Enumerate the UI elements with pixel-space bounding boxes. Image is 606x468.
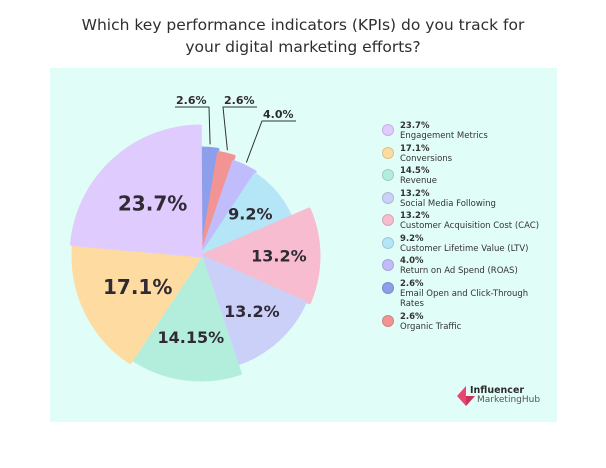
logo-text-influencer: Influencer — [470, 385, 525, 396]
legend-item: 17.1% Conversions — [380, 144, 550, 165]
pie-slice — [199, 254, 307, 366]
legend-percent: 13.2% — [400, 188, 430, 199]
legend-item: 4.0% Return on Ad Spend (ROAS) — [380, 256, 550, 277]
legend-percent: 4.0% — [400, 256, 424, 266]
legend-label: Email Open and Click-Through Rates — [400, 288, 529, 310]
legend-label: Social Media Following — [400, 198, 496, 209]
legend-swatch-icon — [382, 314, 394, 327]
slice-label: 14.15% — [157, 328, 224, 347]
chart-legend: 23.7% Engagement Metrics 17.1% Conversions 1… — [380, 121, 550, 334]
legend-percent: 13.2% — [400, 211, 430, 221]
pie-slice — [71, 244, 203, 365]
legend-label: Return on Ad Spend (ROAS) — [400, 266, 518, 276]
legend-swatch-icon — [382, 191, 394, 204]
legend-item: 23.7% Engagement Metrics — [380, 121, 550, 142]
legend-swatch-icon — [382, 281, 394, 294]
slice-label: 4.0% — [263, 108, 294, 121]
legend-swatch-icon — [382, 236, 394, 249]
slice-label: 23.7% — [118, 191, 187, 215]
chart-title: Which key performance indicators (KPIs) … — [0, 14, 606, 58]
leader-line — [175, 106, 211, 145]
slice-label: 13.2% — [251, 247, 307, 266]
legend-label: Revenue — [400, 176, 438, 186]
legend-label: Conversions — [400, 153, 453, 164]
logo-diamond-icon — [457, 386, 475, 406]
legend-percent: 2.6% — [400, 311, 424, 322]
legend-percent: 9.2% — [400, 233, 424, 244]
legend-percent: 23.7% — [400, 121, 430, 131]
legend-item: 13.2% Social Media Following — [380, 189, 550, 210]
legend-item: 14.5% Revenue — [380, 166, 550, 187]
slice-label: 2.6% — [224, 94, 255, 107]
legend-swatch-icon — [382, 146, 394, 159]
slice-label: 13.2% — [224, 302, 280, 321]
legend-swatch-icon — [382, 214, 394, 226]
slice-label: 9.2% — [228, 205, 272, 224]
legend-swatch-icon — [382, 259, 394, 271]
legend-label: Organic Traffic — [400, 321, 462, 332]
legend-item: 2.6% Organic Traffic — [380, 312, 550, 333]
legend-item: 13.2% Customer Acquisition Cost (CAC) — [380, 211, 550, 232]
slice-label: 17.1% — [103, 275, 172, 299]
legend-label: Customer Acquisition Cost (CAC) — [400, 221, 540, 231]
legend-percent: 2.6% — [400, 278, 424, 289]
logo-text-marketinghub: MarketingHub — [477, 395, 541, 405]
pie-slice — [199, 160, 257, 258]
chart-title-line1: Which key performance indicators (KPIs) … — [81, 16, 525, 34]
slice-label: 2.6% — [176, 94, 207, 107]
legend-label: Customer Lifetime Value (LTV) — [400, 243, 529, 254]
legend-swatch-icon — [382, 124, 394, 136]
legend-item: 9.2% Customer Lifetime Value (LTV) — [380, 234, 550, 255]
legend-percent: 17.1% — [400, 143, 430, 154]
leader-line — [245, 120, 296, 163]
pie-slice — [199, 207, 321, 305]
chart-title-line2: your digital marketing efforts? — [185, 38, 421, 56]
legend-swatch-icon — [382, 169, 394, 181]
pie-slice — [132, 254, 242, 382]
legend-label: Engagement Metrics — [400, 131, 488, 141]
legend-item: 2.6% Email Open and Click-Through Rates — [380, 279, 550, 310]
pie-slice — [70, 124, 203, 258]
legend-percent: 14.5% — [400, 166, 430, 176]
leader-line — [222, 106, 257, 151]
